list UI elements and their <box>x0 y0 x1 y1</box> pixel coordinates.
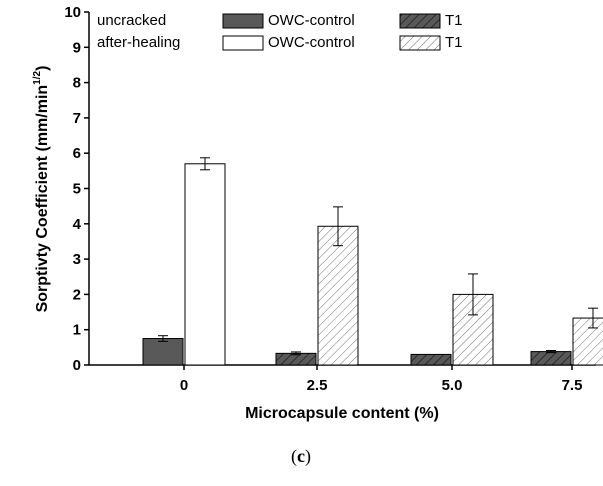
y-tick-label: 8 <box>73 75 81 92</box>
bar-after-healing-7.5 <box>572 317 603 366</box>
y-axis-title: Sorptivty Coefficient (mm/min1/2) <box>32 66 51 313</box>
y-tick-label: 7 <box>73 110 81 127</box>
legend-row-uncracked-label: uncracked <box>97 12 166 29</box>
legend-entry-uncracked-control: OWC-control <box>268 12 355 29</box>
x-tick-label: 5.0 <box>442 377 463 394</box>
caption-letter: c <box>297 446 305 466</box>
legend-entry-uncracked-t1: T1 <box>445 12 463 29</box>
x-tick-label: 7.5 <box>562 377 583 394</box>
x-axis-title: Microcapsule content (%) <box>245 405 439 422</box>
y-tick-label: 0 <box>73 357 81 374</box>
caption-close: ) <box>305 446 311 467</box>
legend-swatch-uncracked-t1 <box>399 13 441 29</box>
legend: uncracked OWC-control T1 after-healing O… <box>97 12 463 51</box>
y-axis-title-end: ) <box>34 66 51 71</box>
bar-uncracked-0 <box>142 338 184 366</box>
y-tick-label: 4 <box>73 216 82 233</box>
legend-entry-afterhealing-t1: T1 <box>445 34 463 51</box>
x-tick-group: 0 2.5 5.0 7.5 <box>180 365 583 394</box>
figure-caption: (c) <box>291 446 311 467</box>
y-tick-label: 5 <box>73 181 81 198</box>
y-tick-group: 0 1 2 3 4 5 6 7 8 9 10 <box>64 4 89 374</box>
bar-after-healing-2.5 <box>317 225 359 366</box>
bar-uncracked-7.5 <box>530 351 572 366</box>
y-axis-title-main: Sorptivty Coefficient (mm/min <box>34 85 51 313</box>
bar-group <box>142 163 603 366</box>
bar-after-healing-5.0 <box>452 293 494 366</box>
y-tick-label: 10 <box>64 4 81 21</box>
legend-swatch-afterhealing-control <box>222 35 264 51</box>
x-tick-label: 0 <box>180 377 188 394</box>
legend-swatch-uncracked-control <box>222 13 264 29</box>
bar-uncracked-5.0 <box>410 353 452 366</box>
y-tick-label: 1 <box>73 322 81 339</box>
error-bar-group <box>158 157 598 356</box>
y-tick-label: 3 <box>73 251 81 268</box>
caption-open: ( <box>291 446 297 467</box>
bar-after-healing-0 <box>184 163 226 366</box>
y-tick-label: 2 <box>73 286 81 303</box>
y-axis-title-sup: 1/2 <box>32 70 43 84</box>
legend-swatch-afterhealing-t1 <box>399 35 441 51</box>
y-tick-label: 9 <box>73 39 81 56</box>
legend-row-afterhealing-label: after-healing <box>97 34 180 51</box>
x-tick-label: 2.5 <box>307 377 328 394</box>
legend-entry-afterhealing-control: OWC-control <box>268 34 355 51</box>
y-tick-label: 6 <box>73 145 81 162</box>
